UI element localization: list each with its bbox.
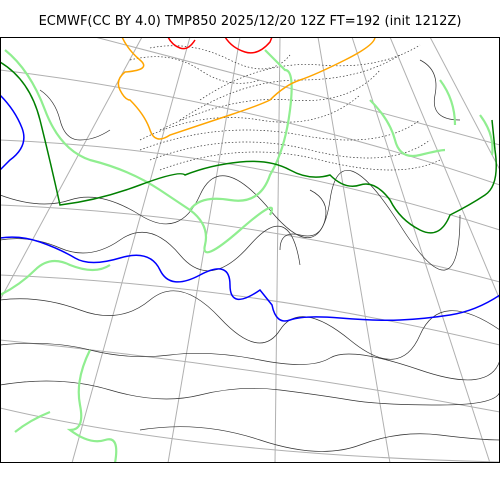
dotted-isotherms: [129, 44, 441, 171]
isotherm-red: [167, 37, 273, 54]
isotherm-lightgreen: [0, 49, 494, 463]
isotherm-green: [0, 61, 497, 234]
coastlines: [0, 59, 500, 452]
isotherm-blue: [0, 94, 500, 322]
isotherm-orange: [117, 37, 376, 140]
longitude-lines: [0, 37, 500, 463]
map-panel: [0, 37, 500, 463]
map-title: ECMWF(CC BY 4.0) TMP850 2025/12/20 12Z F…: [38, 14, 462, 29]
latitude-lines: [0, 37, 500, 463]
